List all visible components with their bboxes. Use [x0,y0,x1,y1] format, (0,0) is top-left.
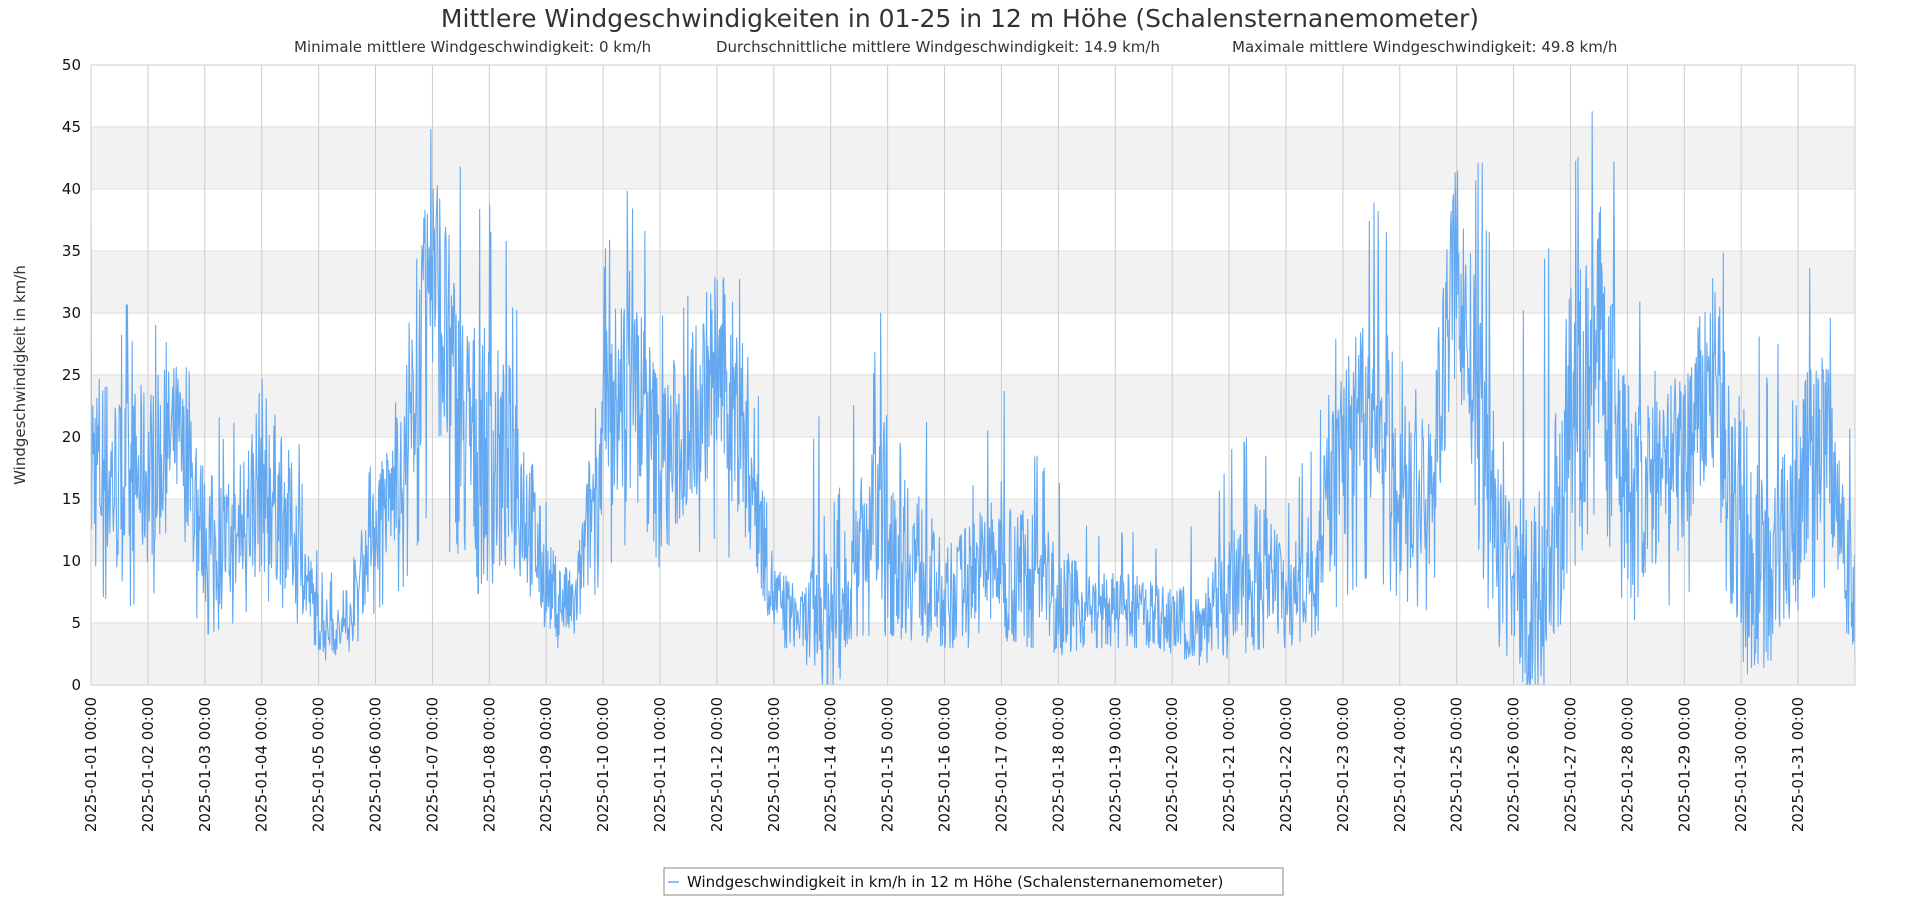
x-tick-label: 2025-01-06 00:00 [367,697,385,832]
series-layer [90,111,1856,686]
x-tick-label: 2025-01-07 00:00 [423,697,441,832]
y-tick-labels: 0 5 10 15 20 25 30 35 40 45 50 [62,56,81,694]
y-tick-label: 5 [71,614,81,632]
x-tick-label: 2025-01-03 00:00 [196,697,214,832]
y-tick-label: 0 [71,676,81,694]
x-tick-label: 2025-01-12 00:00 [708,697,726,832]
y-tick-label: 15 [62,490,81,508]
subtitle-max: Maximale mittlere Windgeschwindigkeit: 4… [1232,38,1617,56]
plot-border [90,64,1856,686]
x-tick-label: 2025-01-22 00:00 [1277,697,1295,832]
x-tick-label: 2025-01-30 00:00 [1732,697,1750,832]
x-tick-label: 2025-01-19 00:00 [1106,697,1124,832]
y-tick-label: 10 [62,552,81,570]
x-tick-label: 2025-01-13 00:00 [765,697,783,832]
x-tick-label: 2025-01-08 00:00 [480,697,498,832]
chart-title: Mittlere Windgeschwindigkeiten in 01-25 … [441,4,1479,33]
x-tick-label: 2025-01-25 00:00 [1448,697,1466,832]
y-tick-label: 50 [62,56,81,74]
plot-band [91,127,1855,189]
x-tick-label: 2025-01-29 00:00 [1675,697,1693,832]
plot-band [91,251,1855,313]
x-tick-label: 2025-01-24 00:00 [1391,697,1409,832]
legend-box [663,867,1284,896]
y-axis-label: Windgeschwindigkeit in km/h [11,265,29,485]
x-tick-labels: 2025-01-01 00:00 2025-01-02 00:00 2025-01-… [82,697,1807,832]
chart-subtitle: Minimale mittlere Windgeschwindigkeit: 0… [294,38,1617,56]
x-tick-label: 2025-01-05 00:00 [310,697,328,832]
x-tick-label: 2025-01-18 00:00 [1049,697,1067,832]
x-tick-label: 2025-01-20 00:00 [1163,697,1181,832]
x-tick-label: 2025-01-21 00:00 [1220,697,1238,832]
x-tick-label: 2025-01-17 00:00 [992,697,1010,832]
x-tick-label: 2025-01-23 00:00 [1334,697,1352,832]
x-tick-label: 2025-01-01 00:00 [82,697,100,832]
x-tick-label: 2025-01-09 00:00 [537,697,555,832]
x-tick-label: 2025-01-28 00:00 [1618,697,1636,832]
subtitle-mean: Durchschnittliche mittlere Windgeschwind… [716,38,1160,56]
x-tick-label: 2025-01-14 00:00 [822,697,840,832]
series-line [90,111,1856,686]
x-tick-label: 2025-01-27 00:00 [1561,697,1579,832]
plot-frame [90,64,1856,686]
x-tick-label: 2025-01-31 00:00 [1789,697,1807,832]
x-tick-label: 2025-01-10 00:00 [594,697,612,832]
x-tick-label: 2025-01-04 00:00 [253,697,271,832]
y-tick-label: 35 [62,242,81,260]
y-tick-label: 25 [62,366,81,384]
x-tick-label: 2025-01-02 00:00 [139,697,157,832]
plot-band [91,375,1855,437]
y-tick-label: 40 [62,180,81,198]
x-tick-label: 2025-01-15 00:00 [879,697,897,832]
subtitle-min: Minimale mittlere Windgeschwindigkeit: 0… [294,38,651,56]
y-tick-label: 30 [62,304,81,322]
x-tick-label: 2025-01-16 00:00 [936,697,954,832]
plot-band [91,623,1855,685]
legend[interactable]: Windgeschwindigkeit in km/h in 12 m Höhe… [663,867,1284,896]
x-tick-label: 2025-01-26 00:00 [1505,697,1523,832]
x-tick-label: 2025-01-11 00:00 [651,697,669,832]
y-tick-label: 20 [62,428,81,446]
legend-label: Windgeschwindigkeit in km/h in 12 m Höhe… [687,873,1223,891]
y-tick-label: 45 [62,118,81,136]
